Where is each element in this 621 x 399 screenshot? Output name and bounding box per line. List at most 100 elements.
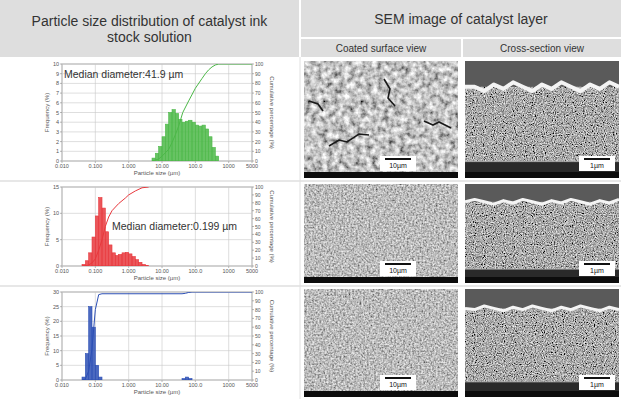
tick-mark [252,64,254,65]
data-layer [82,292,252,380]
scale-bar [385,263,411,265]
axis-title: Frequency (%) [44,316,50,355]
grid-line [62,151,252,152]
right-header: SEM image of catalyst layer [301,0,621,37]
axis-title: Particle size (µm) [134,389,180,395]
tick-mark [252,292,254,293]
axis-title: Cumulative percentage (%) [269,76,275,149]
scale-box [380,375,416,390]
crack [309,101,323,111]
scale-label: 1µm [590,267,604,275]
tick-mark [252,226,254,227]
tick-mark [252,234,254,235]
grid-line [62,239,252,240]
scale-box [579,156,615,171]
sem-layer [465,202,619,269]
histogram-bar [199,126,202,161]
tick-label: 100 [255,61,264,67]
tick-label: 10 [255,368,261,374]
tick-label: 20 [255,139,261,145]
tick-mark [252,83,254,84]
tick-label: 30 [255,239,261,245]
histogram-bar [215,156,218,161]
tick-mark [252,300,254,301]
sem-cross-section: 1µm [465,184,619,283]
chart: 0.0100.1001.00010.00100.0100050000123456… [44,61,275,176]
tick-label: 60 [255,100,261,106]
tick-label: 10 [255,255,261,261]
tick-mark [252,353,254,354]
tick-mark [60,213,62,214]
tick-label: 10.00 [155,382,169,388]
tick-mark [252,122,254,123]
scale-label: 1µm [590,162,604,170]
tick-mark [252,112,254,113]
plot-frame [62,64,252,161]
column-header: Coated surface view [301,39,461,57]
histogram-bar [122,253,125,266]
tick-mark [252,266,254,267]
tick-mark [252,161,254,162]
tick-label: 100.0 [188,268,202,274]
tick-label: 10.00 [155,268,169,274]
tick-mark [60,292,62,293]
histogram-bar [115,255,118,266]
surface-edge [465,199,619,204]
tick-label: 1000 [223,268,235,274]
tick-mark [60,321,62,322]
tick-label: 100.0 [188,382,202,388]
histogram-bar [105,232,108,266]
tick-label: 10 [53,210,59,216]
grid-line [62,93,252,94]
tick-label: 90 [255,192,261,198]
tick-mark [60,365,62,366]
cumulative-line [82,292,252,380]
sem-layer [465,308,619,381]
tick-label: 50 [255,224,261,230]
left-header: Particle size distribution of catalyst i… [0,0,299,57]
tick-label: 0.100 [88,382,102,388]
tick-mark [60,64,62,65]
tick-mark [60,131,62,132]
tick-label: 80 [255,80,261,86]
surface-edge [465,82,619,91]
tick-mark [60,350,62,351]
sem-background [465,289,619,397]
tick-label: 50 [255,333,261,339]
histogram-bar [189,120,192,161]
tick-label: 50 [255,110,261,116]
histogram-bar [139,262,142,266]
histogram-bar [182,379,185,380]
tick-mark [252,151,254,152]
histogram-bar [95,365,98,380]
tick-mark [252,73,254,74]
tick-mark [60,102,62,103]
annotation: Median diameter:0.199 µm [112,220,237,232]
tick-mark [60,93,62,94]
tick-mark [252,194,254,195]
tick-mark [60,83,62,84]
axis-title: Particle size (µm) [134,275,180,281]
histogram-bar [175,113,178,161]
tick-label: 0 [255,263,258,269]
grid-line [62,187,252,188]
row-separator [0,286,621,287]
tick-label: 80 [255,307,261,313]
tick-mark [60,187,62,188]
histogram-bar [189,379,192,380]
histogram-bar [125,252,128,266]
tick-label: 9 [56,71,59,77]
axis-title: Frequency (%) [44,93,50,132]
histogram-bar [182,122,185,161]
histogram-bar [132,257,135,266]
chart: 0.0100.1001.00010.00100.0100050000510150… [44,184,275,281]
tick-mark [252,210,254,211]
tick-mark [252,362,254,363]
tick-label: 10 [255,148,261,154]
tick-label: 40 [255,119,261,125]
axis-title: Cumulative percentage (%) [269,190,275,263]
histogram-bar [202,125,205,161]
tick-label: 80 [255,200,261,206]
tick-label: 0 [56,263,59,269]
tick-mark [252,131,254,132]
